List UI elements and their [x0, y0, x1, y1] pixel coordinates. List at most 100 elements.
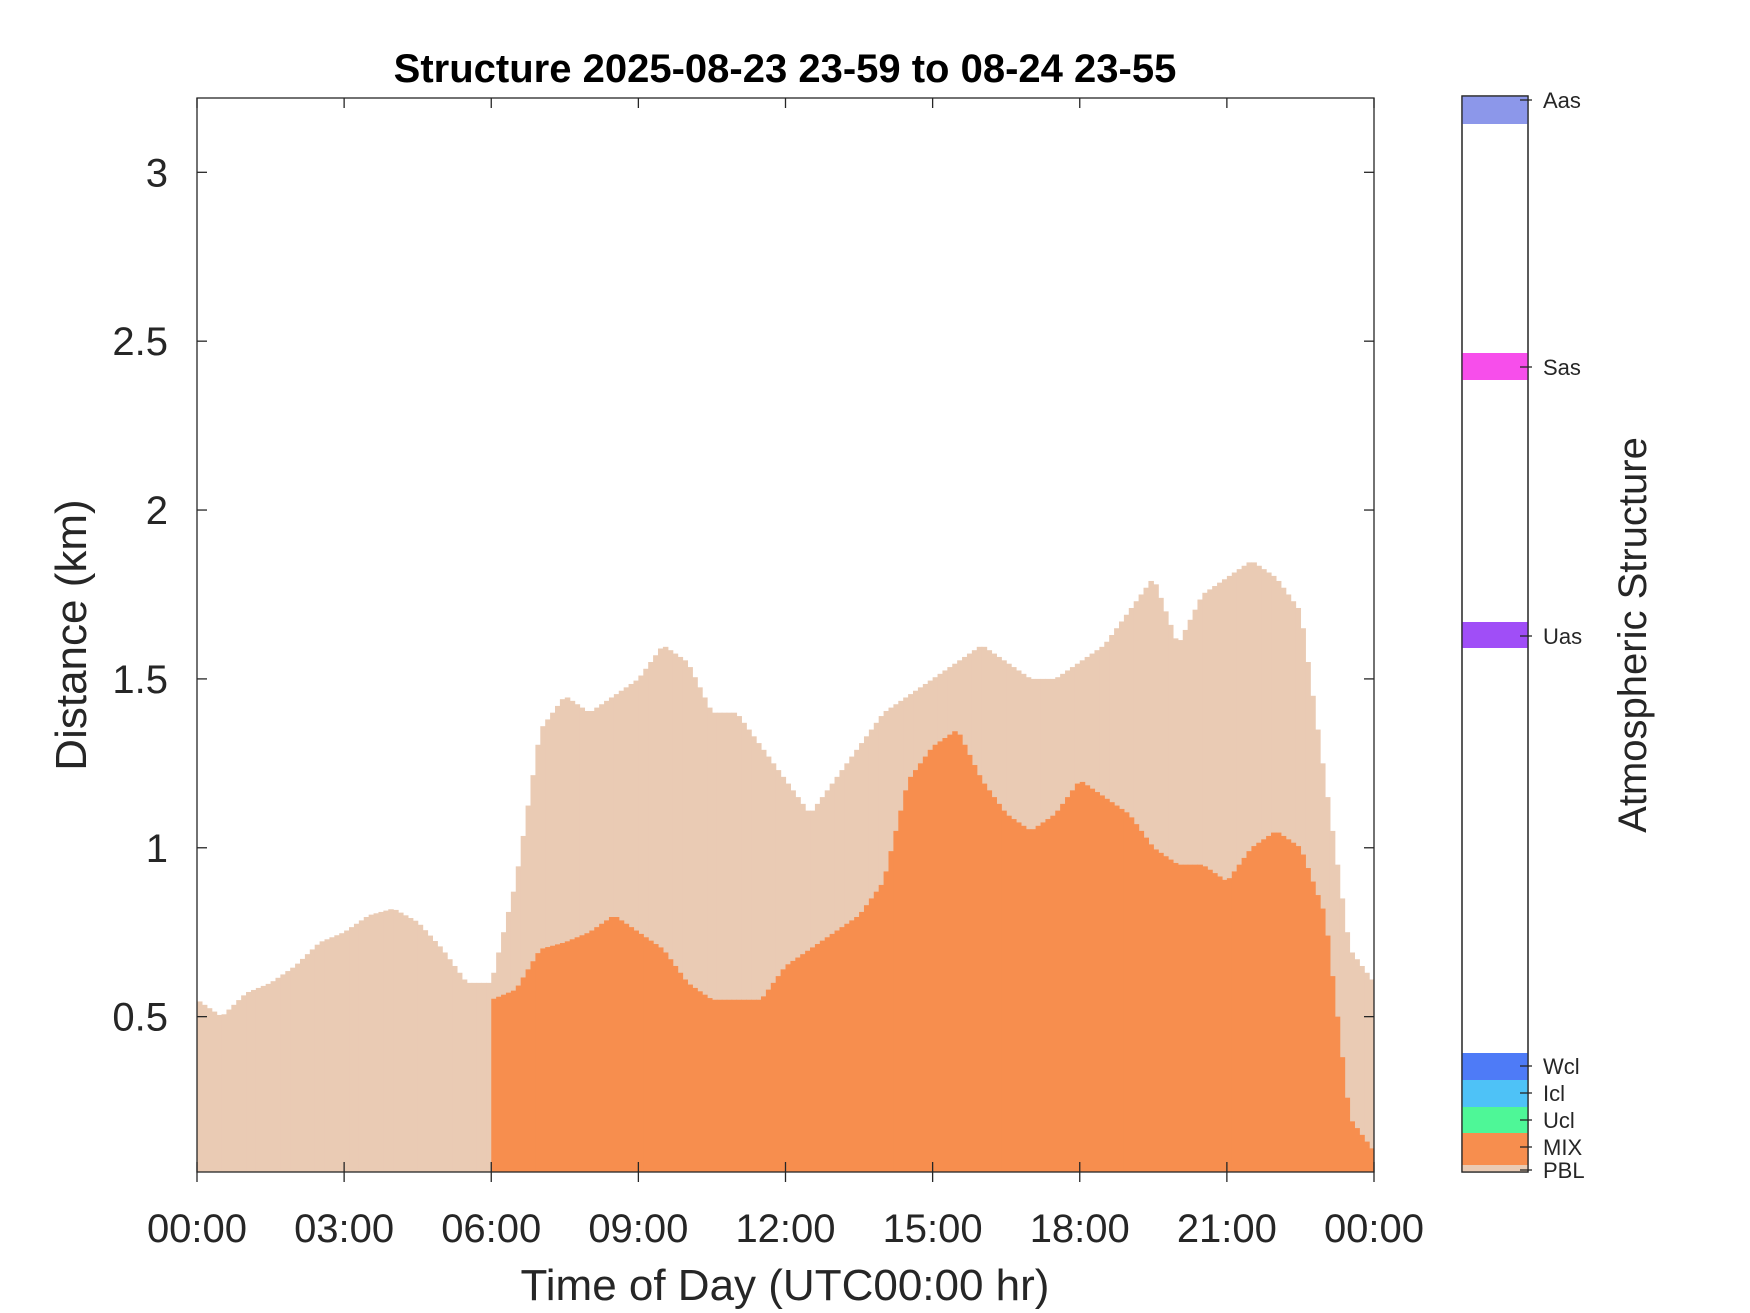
pbl-column: [319, 941, 326, 1172]
mix-column: [1074, 783, 1081, 1172]
mix-column: [1153, 849, 1159, 1172]
mix-column: [1050, 815, 1056, 1172]
mix-column: [834, 930, 841, 1172]
mix-column: [515, 985, 522, 1172]
mix-column: [908, 776, 914, 1172]
mix-column: [711, 999, 718, 1172]
x-tick-label: 15:00: [883, 1207, 983, 1251]
chart-title: Structure 2025-08-23 23-59 to 08-24 23-5…: [394, 47, 1177, 91]
mix-column: [873, 891, 880, 1172]
mix-column: [1006, 815, 1012, 1172]
mix-column: [726, 999, 733, 1172]
pbl-column: [437, 946, 443, 1172]
mix-column: [545, 947, 551, 1172]
mix-column: [525, 969, 532, 1172]
pbl-column: [378, 911, 384, 1172]
mix-column: [1212, 873, 1218, 1172]
pbl-column: [662, 646, 669, 1172]
mix-column: [937, 741, 944, 1172]
colorbar-tick-label: Wcl: [1543, 1054, 1580, 1079]
pbl-column: [398, 912, 404, 1172]
mix-column: [1359, 1134, 1365, 1172]
pbl-column: [545, 719, 551, 1172]
colorbar-segment-pbl: [1462, 1165, 1528, 1172]
mix-column: [868, 898, 875, 1172]
x-axis-label: Time of Day (UTC00:00 hr): [521, 1261, 1050, 1310]
colorbar-segment-sas: [1462, 353, 1528, 380]
pbl-column: [1369, 979, 1374, 1172]
mix-column: [922, 756, 929, 1172]
pbl-column: [736, 716, 742, 1172]
colorbar-tick-label: Aas: [1543, 88, 1581, 113]
mix-column: [1305, 868, 1311, 1172]
mix-column: [942, 738, 948, 1172]
mix-column: [1251, 846, 1257, 1172]
mix-column: [1040, 822, 1047, 1172]
mix-column: [814, 944, 821, 1172]
pbl-column: [1359, 965, 1365, 1172]
pbl-column: [280, 974, 286, 1172]
mix-column: [731, 999, 738, 1172]
mix-column: [1104, 798, 1110, 1172]
mix-column: [927, 749, 934, 1172]
mix-column: [1079, 781, 1086, 1172]
mix-column: [707, 998, 713, 1172]
pbl-column: [1349, 952, 1355, 1172]
pbl-column: [672, 653, 679, 1172]
pbl-column: [363, 917, 370, 1172]
pbl-column: [760, 749, 767, 1172]
pbl-column: [221, 1014, 228, 1172]
mix-column: [1089, 788, 1096, 1172]
mix-column: [986, 790, 993, 1172]
mix-column: [863, 905, 870, 1172]
mix-column: [697, 991, 703, 1172]
pbl-column: [309, 949, 316, 1172]
mix-column: [1001, 810, 1007, 1172]
y-tick-label: 2: [146, 489, 168, 533]
mix-column: [1045, 819, 1051, 1172]
mix-column: [550, 945, 556, 1172]
pbl-column: [447, 959, 453, 1172]
pbl-column: [427, 935, 433, 1172]
pbl-column: [461, 979, 468, 1172]
mix-column: [1339, 1057, 1346, 1172]
pbl-column: [334, 935, 340, 1172]
mix-column: [667, 959, 674, 1172]
mix-column: [1182, 864, 1189, 1172]
colorbar-tick-label: MIX: [1543, 1135, 1582, 1160]
mix-column: [888, 851, 894, 1172]
colorbar-tick-label: Uas: [1543, 624, 1582, 649]
colorbar-outline: [1461, 95, 1529, 1173]
mix-column: [996, 803, 1002, 1172]
mix-column: [1241, 857, 1248, 1172]
mix-column: [1334, 1016, 1341, 1172]
colorbar-tick-label: Ucl: [1543, 1108, 1575, 1133]
pbl-column: [697, 687, 703, 1172]
mix-column: [859, 911, 865, 1172]
mix-column: [1030, 829, 1037, 1172]
pbl-column: [201, 1004, 208, 1172]
mix-column: [1128, 817, 1135, 1172]
mix-column: [883, 871, 890, 1172]
mix-column: [1020, 825, 1027, 1172]
pbl-column: [353, 923, 360, 1172]
mix-column: [736, 999, 742, 1172]
pbl-column: [407, 918, 414, 1172]
mix-column: [638, 933, 644, 1172]
mix-column: [746, 999, 752, 1172]
x-tick-label: 06:00: [441, 1207, 541, 1251]
colorbar-segment-aas: [1462, 96, 1528, 124]
pbl-column: [304, 954, 311, 1172]
colorbar-segment-icl: [1462, 1080, 1528, 1107]
pbl-column: [275, 977, 281, 1172]
mix-column: [913, 770, 919, 1172]
mix-column: [530, 961, 536, 1172]
pbl-column: [555, 705, 561, 1172]
mix-column: [608, 917, 615, 1172]
pbl-column: [422, 930, 429, 1172]
mix-column: [1290, 842, 1297, 1172]
mix-column: [1133, 824, 1140, 1172]
mix-column: [1261, 839, 1267, 1172]
colorbar-segment-ucl: [1462, 1107, 1528, 1133]
